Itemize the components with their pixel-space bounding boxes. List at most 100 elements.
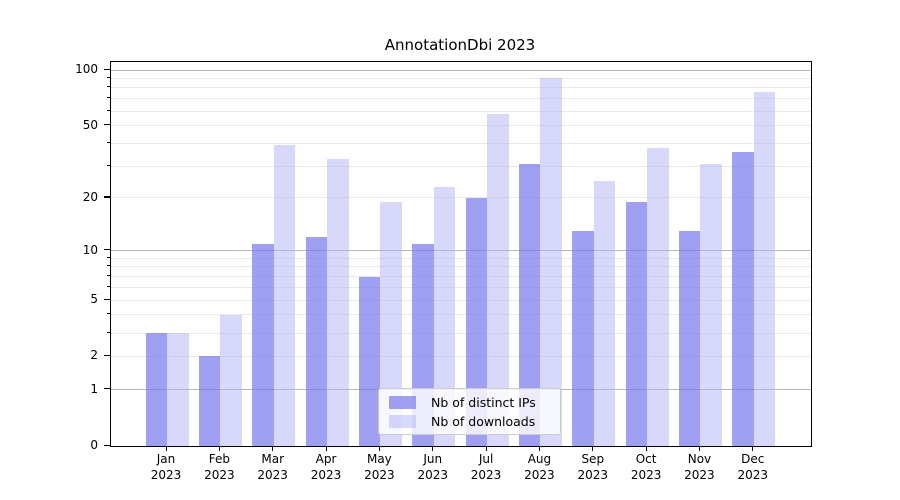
gridline-minor	[111, 355, 811, 357]
bar-downloads-Apr	[327, 158, 349, 446]
gridline-minor	[111, 98, 811, 100]
x-tick-label-Dec: Dec 2023	[721, 451, 785, 483]
legend-swatch-downloads	[389, 414, 416, 428]
y-minor-tick	[107, 285, 110, 287]
legend-swatch-ips	[389, 395, 416, 409]
x-tick-label-line: Oct	[635, 452, 657, 466]
x-tick-label-Sep: Sep 2023	[561, 451, 625, 483]
legend-label-downloads: Nb of downloads	[431, 413, 536, 429]
bar-ips-Dec	[732, 151, 754, 446]
x-tick-label-line: 2023	[684, 468, 715, 482]
x-tick	[645, 447, 647, 451]
x-tick	[485, 447, 487, 451]
bar-ips-Nov	[678, 230, 701, 446]
x-tick-label-line: 2023	[150, 468, 182, 482]
y-minor-tick	[107, 313, 110, 315]
gridline-minor	[111, 77, 811, 79]
y-tick	[104, 444, 110, 446]
y-tick-label: 0	[90, 438, 98, 452]
x-tick-label-Feb: Feb 2023	[187, 451, 251, 483]
y-tick-label: 1	[90, 381, 98, 396]
x-tick	[272, 447, 274, 451]
y-tick	[104, 249, 110, 251]
y-tick-label: 100	[75, 62, 98, 76]
x-tick-label-line: 2023	[204, 468, 235, 482]
x-tick-label-Jun: Jun 2023	[401, 451, 465, 483]
legend-label-ips: Nb of distinct IPs	[431, 394, 536, 410]
bar-downloads-Nov	[700, 163, 722, 446]
x-tick-label-Jul: Jul 2023	[454, 451, 518, 483]
x-tick-label-line: 2023	[364, 468, 395, 482]
plot-area: Nb of distinct IPs Nb of downloads	[110, 61, 812, 447]
bar-ips-Mar	[252, 243, 274, 446]
x-tick	[432, 447, 434, 451]
y-minor-tick	[107, 275, 110, 277]
x-tick-label-line: 2023	[577, 468, 609, 482]
bar-downloads-Aug	[540, 78, 562, 446]
x-tick-label-line: May	[366, 452, 392, 466]
bar-downloads-Jan	[167, 333, 189, 446]
x-tick-label-line: Mar	[261, 452, 284, 466]
gridline-minor	[111, 87, 811, 89]
x-tick-label-line: Jan	[156, 452, 176, 466]
x-tick-label-line: Sep	[581, 452, 605, 466]
bar-ips-Feb	[198, 356, 221, 446]
bar-downloads-May	[380, 201, 402, 446]
bar-downloads-Mar	[273, 145, 296, 446]
chart-title: AnnotationDbi 2023	[384, 36, 536, 54]
gridline-minor	[111, 257, 811, 259]
x-tick-label-Apr: Apr 2023	[294, 451, 358, 483]
gridline-minor	[111, 125, 811, 127]
y-tick	[104, 68, 110, 70]
x-tick-label-line: 2023	[524, 468, 555, 482]
bar-ips-Jan	[145, 333, 167, 446]
y-minor-tick	[107, 354, 110, 356]
x-tick-label-line: Dec	[741, 452, 765, 466]
bar-downloads-Sep	[593, 180, 616, 446]
x-tick	[538, 447, 541, 451]
x-tick	[752, 447, 754, 451]
y-minor-tick	[107, 256, 110, 258]
bar-ips-Oct	[625, 201, 648, 446]
x-tick-label-line: Jun	[423, 452, 443, 466]
y-tick-label: 10	[82, 242, 98, 257]
gridline-major	[111, 69, 811, 71]
bar-downloads-Oct	[647, 147, 669, 446]
x-tick	[378, 447, 381, 451]
gridline-minor	[111, 276, 811, 278]
bar-downloads-Dec	[753, 92, 776, 446]
x-tick-label-line: 2023	[630, 468, 662, 482]
x-tick	[592, 447, 594, 451]
x-tick-label-line: 2023	[257, 468, 288, 482]
gridline-major	[111, 250, 811, 252]
gridline-minor	[111, 197, 811, 199]
y-tick-label: 2	[90, 348, 98, 363]
x-tick-label-Jan: Jan 2023	[134, 451, 198, 483]
gridline-minor	[111, 110, 811, 112]
y-minor-tick	[107, 164, 110, 166]
x-tick-label-line: Nov	[687, 452, 712, 466]
y-tick-label: 50	[82, 117, 98, 132]
y-minor-tick	[107, 76, 110, 78]
y-minor-tick	[107, 86, 110, 88]
legend-row-downloads: Nb of downloads	[379, 413, 560, 429]
x-tick-label-line: Feb	[208, 452, 230, 466]
y-minor-tick	[107, 265, 110, 267]
bar-downloads-Jul	[487, 113, 509, 446]
x-tick-label-Aug: Aug 2023	[507, 451, 571, 483]
x-tick	[218, 447, 221, 451]
legend: Nb of distinct IPs Nb of downloads	[378, 388, 561, 435]
x-tick	[165, 447, 167, 451]
gridline-minor	[111, 165, 811, 167]
y-tick-label: 20	[82, 189, 98, 204]
x-tick-label-Mar: Mar 2023	[241, 451, 305, 483]
gridline-minor	[111, 266, 811, 268]
x-tick	[325, 447, 327, 451]
y-minor-tick	[107, 141, 110, 143]
x-tick-label-Oct: Oct 2023	[614, 451, 678, 483]
gridline-minor	[111, 142, 811, 144]
gridline-minor	[111, 299, 811, 301]
bar-ips-Aug	[518, 163, 541, 446]
bar-downloads-Jun	[433, 187, 456, 446]
